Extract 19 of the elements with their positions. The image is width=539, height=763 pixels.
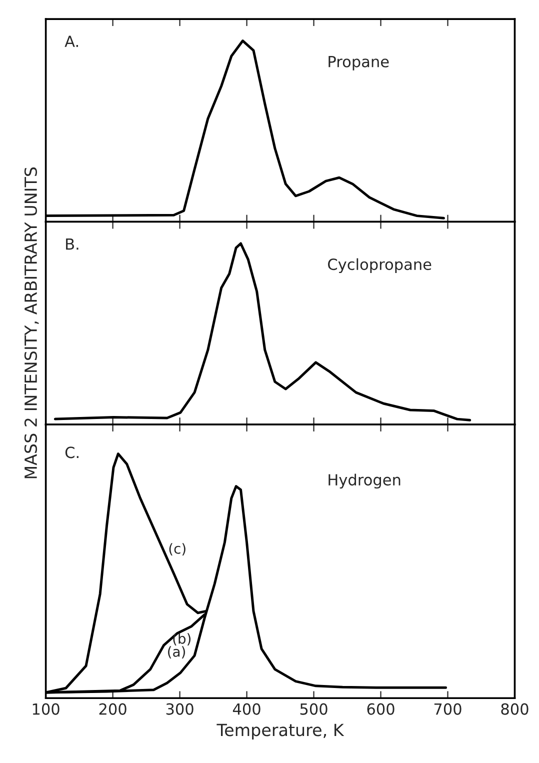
x-tick-label: 200: [99, 703, 126, 715]
annotation: Propane: [328, 56, 389, 70]
annotation: (b): [173, 633, 191, 646]
x-tick-label: 400: [232, 703, 260, 715]
y-axis-title: MASS 2 INTENSITY, ARBITRARY UNITS: [24, 167, 39, 478]
x-tick-label: 700: [434, 703, 462, 715]
x-tick-label: 300: [166, 703, 194, 715]
x-tick-label: 800: [501, 703, 528, 715]
annotation: (a): [168, 646, 186, 659]
annotation: Cyclopropane: [328, 258, 432, 274]
annotation: C.: [65, 446, 78, 458]
annotation: B.: [66, 238, 78, 250]
annotation: (c): [169, 543, 186, 556]
x-tick-label: 100: [32, 703, 60, 715]
x-tick-label: 600: [367, 703, 394, 715]
x-axis-title: Temperature, K: [216, 724, 344, 740]
x-tick-label: 500: [300, 703, 328, 715]
annotation: Hydrogen: [328, 474, 400, 489]
annotation: A.: [64, 36, 78, 47]
